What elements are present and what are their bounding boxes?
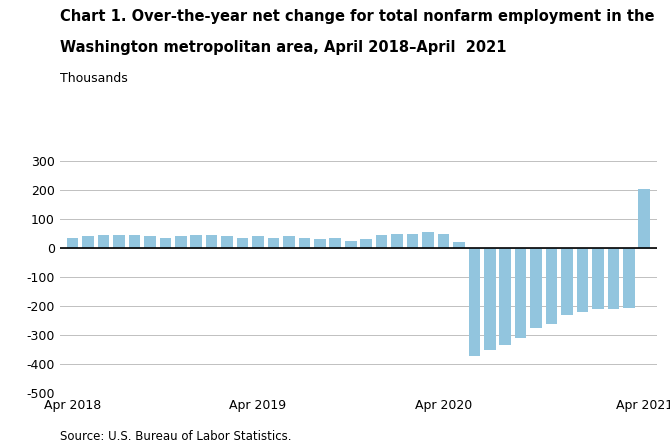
Bar (360, 240, 372, 248)
Bar (252, 236, 264, 248)
Bar (484, 248, 496, 350)
Bar (206, 235, 218, 248)
Bar (190, 235, 202, 248)
Bar (468, 248, 480, 356)
Bar (283, 236, 295, 248)
Text: Thousands: Thousands (60, 72, 128, 84)
Bar (345, 241, 356, 248)
Bar (561, 248, 573, 315)
Bar (531, 248, 542, 328)
Bar (159, 238, 171, 248)
Text: Source: U.S. Bureau of Labor Statistics.: Source: U.S. Bureau of Labor Statistics. (60, 430, 292, 443)
Bar (175, 236, 186, 248)
Bar (129, 235, 140, 248)
Text: Chart 1. Over-the-year net change for total nonfarm employment in the: Chart 1. Over-the-year net change for to… (60, 9, 655, 24)
Bar (515, 248, 527, 338)
Bar (438, 233, 449, 248)
Bar (314, 240, 326, 248)
Bar (499, 248, 511, 346)
Text: Washington metropolitan area, April 2018–April  2021: Washington metropolitan area, April 2018… (60, 40, 507, 55)
Bar (608, 248, 619, 309)
Bar (546, 248, 557, 324)
Bar (407, 233, 418, 248)
Bar (268, 238, 279, 248)
Bar (299, 238, 310, 248)
Bar (376, 235, 387, 248)
Bar (391, 233, 403, 248)
Bar (623, 248, 634, 308)
Bar (577, 248, 588, 312)
Bar (82, 236, 94, 248)
Bar (113, 235, 125, 248)
Bar (639, 189, 650, 248)
Bar (221, 236, 233, 248)
Bar (592, 248, 604, 309)
Bar (67, 238, 78, 248)
Bar (330, 238, 341, 248)
Bar (98, 235, 109, 248)
Bar (144, 236, 155, 248)
Bar (422, 232, 433, 248)
Bar (237, 238, 249, 248)
Bar (453, 242, 465, 248)
